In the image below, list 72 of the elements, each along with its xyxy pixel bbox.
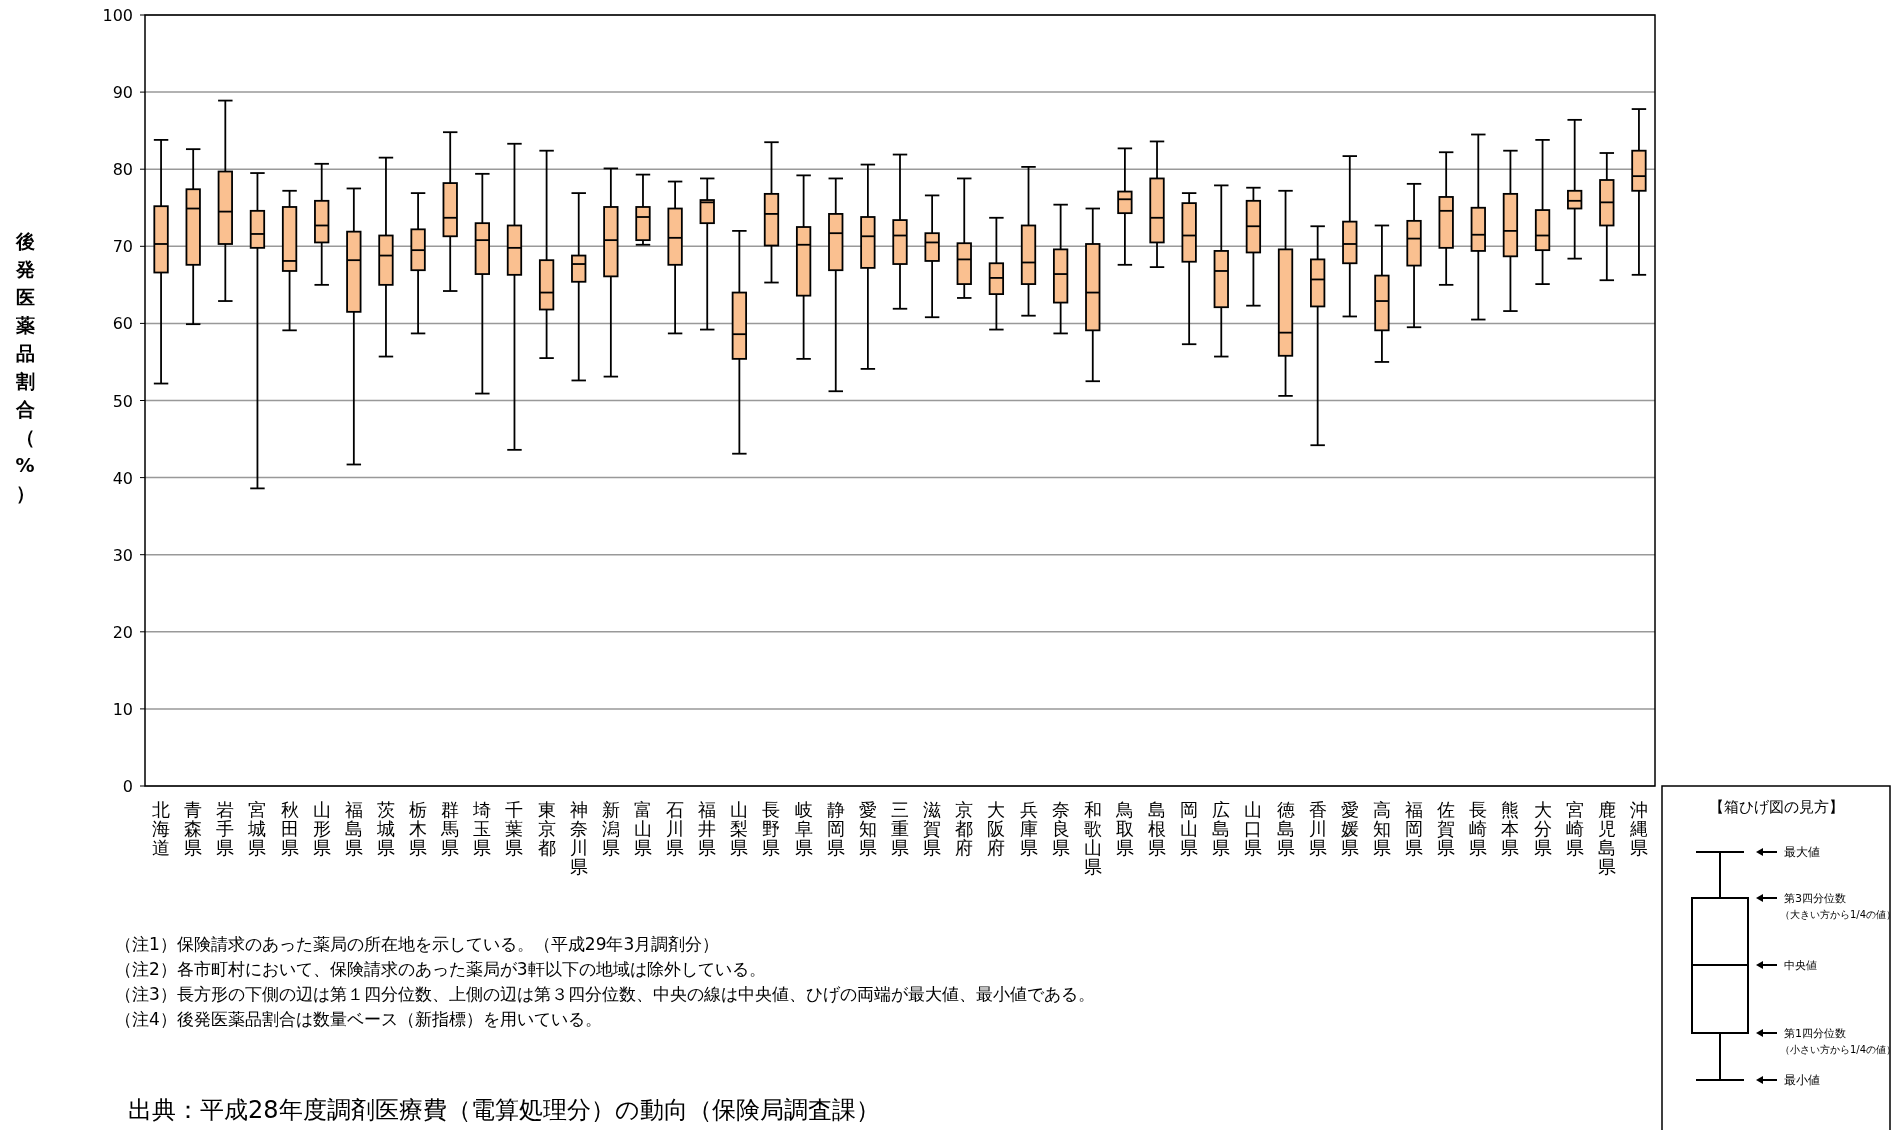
text: 最小値 [1784,1073,1820,1087]
x-tick-label: 北海道 [152,799,171,858]
x-tick-label: 鳥取県 [1114,799,1134,858]
source-note: 出典：平成28年度調剤医療費（電算処理分）の動向（保険局調査課） [128,1096,880,1124]
text: 最大値 [1784,845,1820,859]
y-tick-label: 80 [112,160,133,180]
text: 【箱ひげ図の見方】 [1708,798,1844,816]
text: 中央値 [1784,959,1817,972]
x-tick-label: 群馬県 [440,799,460,858]
x-tick-label: 滋賀県 [923,799,942,858]
x-tick-label: 山形県 [312,799,331,858]
x-tick-label: 愛知県 [858,799,877,858]
x-tick-label: 福井県 [698,799,717,858]
x-tick-label: 東京都 [537,799,556,858]
text: 第3四分位数 [1784,892,1846,905]
x-tick-label: 千葉県 [505,799,524,858]
x-tick-label: 高知県 [1372,799,1391,858]
x-tick-label: 茨城県 [375,799,395,858]
x-tick-label: 熊本県 [1501,799,1520,858]
x-tick-label: 埼玉県 [472,799,492,858]
x-tick-label: 山梨県 [730,799,749,858]
y-tick-label: 20 [112,622,133,642]
x-tick-label: 宮城県 [247,799,267,858]
y-tick-label: 60 [112,314,133,334]
x-tick-label: 佐賀県 [1437,799,1456,858]
x-tick-label: 和歌山県 [1083,799,1102,877]
x-tick-label: 大阪府 [987,799,1006,858]
x-tick-label: 山口県 [1244,799,1263,858]
text: （注2）各市町村において、保険請求のあった薬局が3軒以下の地域は除外している。 [115,959,766,979]
text: 第1四分位数 [1784,1027,1846,1040]
text: （大きい方から1/4の値） [1780,909,1897,920]
x-tick-label: 徳島県 [1276,799,1295,858]
x-tick-label: 青森県 [184,799,203,858]
x-tick-label: 長崎県 [1469,799,1488,858]
x-tick-label: 奈良県 [1051,799,1070,858]
x-tick-label: 鹿児島県 [1597,799,1616,877]
y-tick-label: 100 [102,6,133,25]
x-tick-label: 神奈川県 [569,799,588,877]
text: 後発医薬品割合（%） [15,230,35,504]
text: （注3）長方形の下側の辺は第１四分位数、上側の辺は第３四分位数、中央の線は中央値、ひげの両端が最大値、最小値である。 [115,984,1095,1004]
x-tick-label: 栃木県 [409,799,428,858]
x-tick-label: 石川県 [666,799,685,858]
x-tick-label: 富山県 [633,799,652,858]
x-tick-label: 広島県 [1212,799,1231,858]
x-tick-label: 沖縄県 [1628,799,1648,858]
x-tick-label: 京都府 [955,799,974,858]
x-tick-label: 静岡県 [826,799,845,858]
y-tick-label: 50 [112,391,133,411]
x-tick-label: 岡山県 [1180,799,1199,858]
y-tick-label: 70 [112,237,133,257]
y-tick-label: 10 [112,699,133,719]
x-tick-label: 岩手県 [216,799,235,858]
y-tick-label: 30 [112,545,133,565]
x-tick-label: 香川県 [1308,799,1327,858]
x-tick-label: 新潟県 [601,799,620,858]
x-tick-label: 島根県 [1148,799,1167,858]
x-tick-label: 大分県 [1533,799,1552,858]
x-tick-label: 福岡県 [1405,799,1424,858]
y-tick-label: 90 [112,83,133,103]
x-tick-label: 福島県 [344,799,363,858]
y-tick-label: 40 [112,468,133,488]
x-tick-label: 愛媛県 [1340,799,1359,858]
text: （注1）保険請求のあった薬局の所在地を示している。（平成29年3月調剤分） [115,934,720,954]
x-tick-label: 岐阜県 [794,799,813,858]
x-tick-label: 宮崎県 [1565,799,1584,858]
x-tick-label: 兵庫県 [1019,799,1038,858]
y-tick-label: 0 [122,777,133,796]
x-tick-label: 三重県 [891,799,909,858]
x-tick-label: 秋田県 [280,799,299,858]
text: （小さい方から1/4の値） [1780,1044,1897,1055]
x-tick-label: 長野県 [762,799,781,858]
text: （注4）後発医薬品割合は数量ベース（新指標）を用いている。 [115,1009,602,1029]
